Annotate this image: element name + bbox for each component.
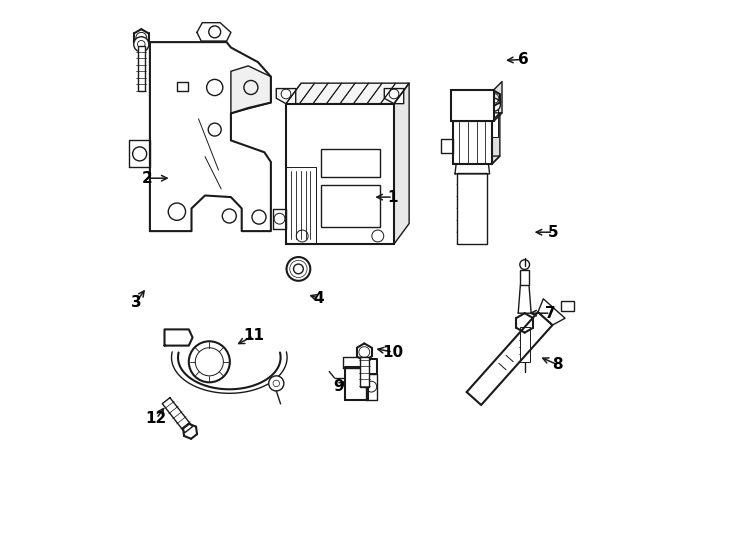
Polygon shape	[343, 357, 368, 368]
Circle shape	[269, 376, 284, 391]
Bar	[453, 121, 492, 164]
Polygon shape	[467, 312, 553, 405]
Polygon shape	[276, 89, 296, 104]
Polygon shape	[150, 42, 271, 231]
Polygon shape	[164, 329, 192, 346]
Bar	[561, 301, 574, 311]
Polygon shape	[162, 397, 192, 433]
Bar	[457, 173, 487, 244]
Polygon shape	[272, 209, 286, 229]
Polygon shape	[197, 23, 231, 41]
Circle shape	[520, 260, 529, 269]
Bar	[490, 105, 498, 137]
Bar	[286, 104, 394, 244]
Text: 6: 6	[518, 52, 529, 67]
Bar	[321, 148, 380, 177]
Polygon shape	[366, 374, 377, 400]
Polygon shape	[286, 167, 316, 244]
Text: 7: 7	[545, 306, 556, 321]
Polygon shape	[231, 66, 271, 113]
Polygon shape	[286, 83, 409, 104]
Polygon shape	[518, 285, 531, 313]
Polygon shape	[441, 139, 453, 153]
Circle shape	[286, 257, 310, 281]
Text: 1: 1	[388, 190, 398, 205]
Polygon shape	[346, 359, 377, 400]
Text: 3: 3	[131, 295, 141, 310]
Text: 10: 10	[382, 345, 404, 360]
Text: 8: 8	[552, 357, 562, 372]
Text: 4: 4	[313, 291, 324, 306]
Bar	[360, 357, 368, 387]
Circle shape	[189, 341, 230, 382]
Text: 2: 2	[142, 171, 152, 186]
Polygon shape	[492, 113, 500, 164]
Polygon shape	[451, 113, 502, 121]
Text: 12: 12	[146, 411, 167, 426]
Bar	[520, 270, 529, 285]
Bar	[321, 185, 380, 227]
Bar	[520, 327, 529, 362]
Text: 11: 11	[243, 328, 264, 343]
Polygon shape	[538, 299, 565, 325]
Circle shape	[134, 37, 149, 52]
Polygon shape	[129, 140, 150, 167]
Polygon shape	[494, 82, 502, 121]
Polygon shape	[394, 83, 409, 244]
Bar	[451, 90, 494, 121]
Polygon shape	[453, 156, 500, 164]
Circle shape	[487, 98, 501, 111]
Polygon shape	[455, 164, 490, 174]
Text: 9: 9	[334, 379, 344, 394]
Polygon shape	[385, 89, 404, 104]
Bar	[137, 46, 145, 91]
Text: 5: 5	[548, 225, 559, 240]
